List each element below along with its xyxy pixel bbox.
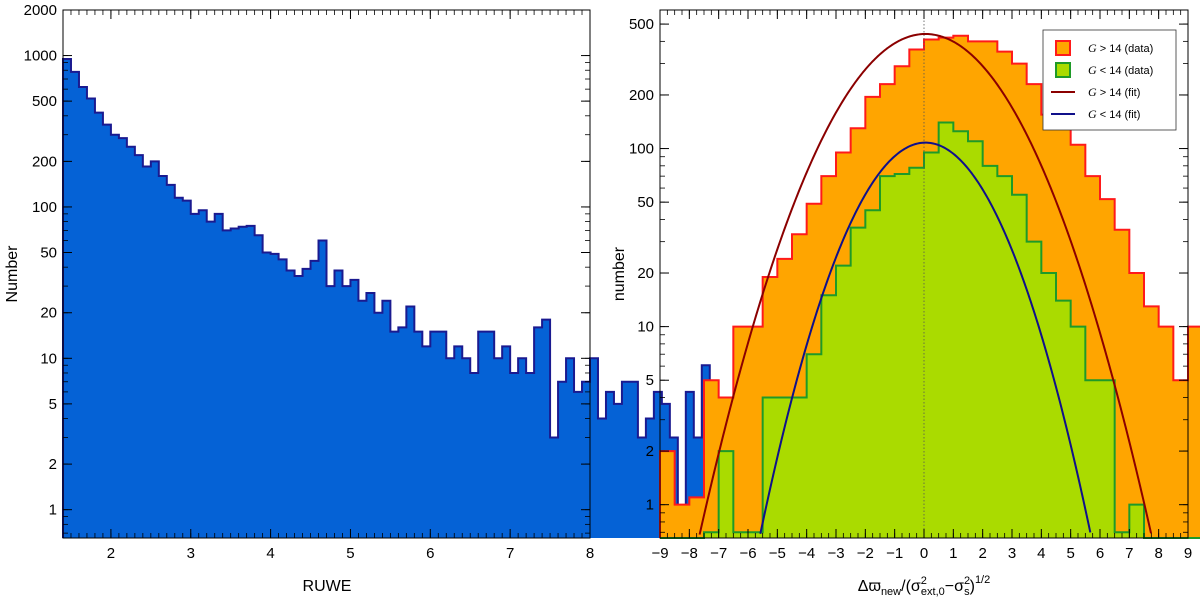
legend-entry-label: G < 14 (data) (1088, 63, 1153, 77)
y-tick-label: 200 (629, 87, 654, 104)
x-tick-label: 1 (949, 545, 957, 562)
y-tick-label: 5 (646, 372, 654, 389)
legend-entry-label: G < 14 (fit) (1088, 107, 1140, 121)
legend-entry-label: G > 14 (data) (1088, 41, 1153, 55)
parallax-residual-histogram-panel: −9 −8 −7 −6 −5 −4 −3 −2 −1 0 1 2 3 4 5 6 7 8 9 1 2 5 10 20 50 100… (611, 9, 1200, 598)
parallax-axis-ticks: −9 −8 −7 −6 −5 −4 −3 −2 −1 0 1 2 3 4 5 6 7 8 9 1 2 5 10 20 50 100… (629, 9, 1192, 562)
x-tick-label: 7 (1125, 545, 1133, 562)
y-tick-label: 1000 (24, 48, 57, 65)
legend-fill-swatch (1055, 62, 1071, 78)
y-tick-label: 2 (646, 443, 654, 460)
y-tick-label: 20 (637, 265, 654, 282)
x-tick-label: 2 (978, 545, 986, 562)
y-tick-label: 10 (637, 319, 654, 336)
gaussian-fit-curve-3 (759, 141, 1092, 535)
y-tick-label: 500 (32, 93, 57, 110)
parallax-legend: G > 14 (data) G < 14 (data) G > 14 (fit) G … (1042, 29, 1177, 131)
parallax-y-axis-label: number (611, 246, 628, 301)
y-tick-label: 2 (49, 456, 57, 473)
ruwe-histogram-plot-area (62, 57, 719, 538)
x-tick-label: 0 (920, 545, 928, 562)
x-tick-label: 8 (586, 545, 594, 562)
ruwe-axis-ticks: 2 3 4 5 6 7 8 1 2 5 10 20 50 100 200 500 1000 2000 (24, 2, 595, 562)
histogram-fill-1 (660, 122, 1200, 538)
x-tick-label: −6 (739, 545, 756, 562)
y-tick-label: 1 (49, 502, 57, 519)
y-tick-label: 1 (646, 497, 654, 514)
ruwe-y-axis-label: Number (4, 245, 21, 303)
x-tick-label: −9 (651, 545, 668, 562)
y-tick-label: 2000 (24, 2, 57, 19)
histogram-outline-0 (62, 57, 719, 538)
x-tick-label: −3 (827, 545, 844, 562)
y-tick-label: 10 (40, 350, 57, 367)
y-tick-label: 500 (629, 16, 654, 33)
histogram-fill-0 (63, 58, 718, 538)
x-tick-label: 9 (1184, 545, 1192, 562)
x-tick-label: −4 (798, 545, 815, 562)
legend-fill-swatch (1055, 40, 1071, 56)
x-tick-label: 8 (1154, 545, 1162, 562)
y-tick-label: 100 (629, 141, 654, 158)
x-tick-label: −1 (886, 545, 903, 562)
ruwe-x-axis-label: RUWE (303, 578, 352, 595)
x-tick-label: 4 (266, 545, 274, 562)
x-tick-label: 5 (346, 545, 354, 562)
x-tick-label: 3 (187, 545, 195, 562)
x-tick-label: 7 (506, 545, 514, 562)
x-tick-label: 4 (1037, 545, 1045, 562)
legend-entry-label: G > 14 (fit) (1088, 85, 1140, 99)
gaussian-fit-curve-2 (698, 32, 1153, 535)
x-tick-label: −8 (681, 545, 698, 562)
y-tick-label: 100 (32, 199, 57, 216)
y-tick-label: 50 (40, 245, 57, 262)
histogram-outline-1 (660, 121, 1200, 539)
x-tick-label: −5 (769, 545, 786, 562)
x-tick-label: 3 (1008, 545, 1016, 562)
x-tick-label: 6 (1096, 545, 1104, 562)
x-tick-label: 6 (426, 545, 434, 562)
ruwe-histogram-panel: 2 3 4 5 6 7 8 1 2 5 10 20 50 100 200 500 1000 2000 RUWE N… (4, 2, 719, 595)
y-tick-label: 20 (40, 305, 57, 322)
parallax-histogram-plot-area (659, 10, 1200, 539)
y-tick-label: 50 (637, 194, 654, 211)
y-tick-label: 5 (49, 396, 57, 413)
x-tick-label: −2 (857, 545, 874, 562)
x-tick-label: 5 (1066, 545, 1074, 562)
x-tick-label: 2 (107, 545, 115, 562)
y-tick-label: 200 (32, 153, 57, 170)
histogram-outline-0 (659, 34, 1200, 538)
x-tick-label: −7 (710, 545, 727, 562)
parallax-x-axis-label: Δϖnew/(σ2 ext,0−σ2 s)1/2 (858, 574, 990, 598)
